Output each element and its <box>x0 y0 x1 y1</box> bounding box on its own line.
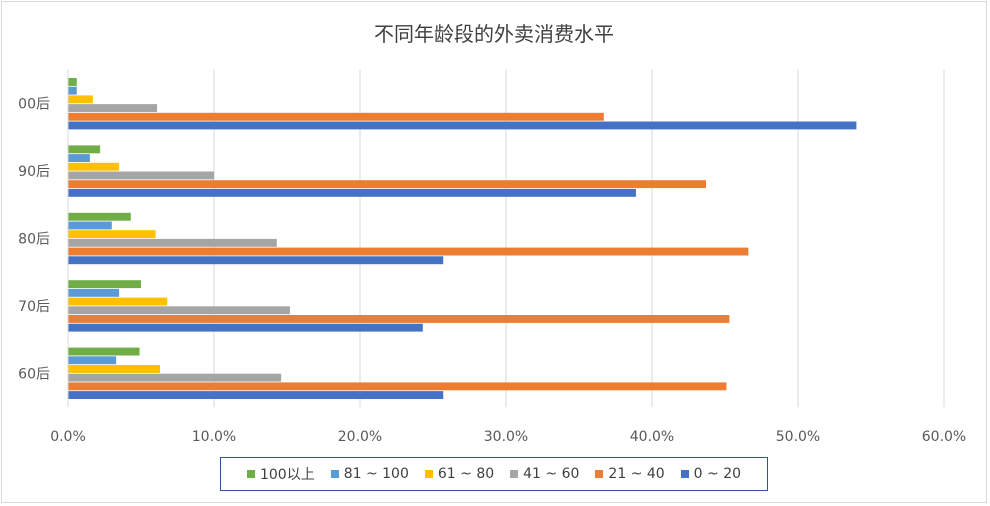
legend-label: 0 ~ 20 <box>693 466 742 482</box>
bar <box>68 382 727 391</box>
bar <box>68 247 749 256</box>
legend-label: 41 ~ 60 <box>523 466 580 482</box>
bar <box>68 162 120 171</box>
legend-item: 21 ~ 40 <box>595 466 665 482</box>
bar <box>68 347 140 356</box>
x-tick-label: 30.0% <box>484 429 528 445</box>
legend-item: 41 ~ 60 <box>510 466 579 482</box>
y-tick-label: 00后 <box>18 97 50 113</box>
bar <box>68 112 604 121</box>
chart-title: 不同年龄段的外卖消费水平 <box>374 22 614 46</box>
bar <box>68 238 277 247</box>
bar <box>68 306 290 315</box>
legend-swatch <box>510 470 519 478</box>
legend-label: 61 ~ 80 <box>437 466 495 482</box>
y-tick-label: 90后 <box>18 164 50 180</box>
bar <box>68 171 214 180</box>
bar <box>68 180 707 189</box>
bar <box>68 297 168 306</box>
legend-swatch <box>424 470 433 478</box>
bar <box>68 86 77 95</box>
bar <box>68 356 117 365</box>
legend-label: 81 ~ 100 <box>343 466 409 482</box>
bar <box>68 315 730 323</box>
y-tick-label: 80后 <box>18 232 50 248</box>
legend-item: 61 ~ 80 <box>424 466 495 482</box>
x-tick-label: 20.0% <box>338 429 382 445</box>
legend-swatch <box>330 470 339 478</box>
bar <box>68 95 93 104</box>
x-tick-label: 0.0% <box>50 429 86 445</box>
legend-item: 81 ~ 100 <box>330 466 409 482</box>
bar <box>68 256 444 265</box>
y-tick-label: 70后 <box>18 299 50 315</box>
bar <box>68 78 77 86</box>
bar <box>68 104 158 112</box>
x-tick-label: 40.0% <box>630 429 674 445</box>
legend-item: 100以上 <box>246 464 315 484</box>
legend-swatch <box>246 470 255 478</box>
bar <box>68 373 282 382</box>
legend-label: 21 ~ 40 <box>608 466 665 482</box>
bar <box>68 365 160 373</box>
bar <box>68 221 112 230</box>
bar <box>68 212 131 221</box>
bar <box>68 230 156 239</box>
bar <box>68 121 857 130</box>
x-tick-label: 60.0% <box>922 429 966 445</box>
x-tick-label: 10.0% <box>192 429 236 445</box>
bar <box>68 288 120 297</box>
legend: 100以上 81 ~ 100 61 ~ 80 41 ~ 60 21 ~ 40 0 ~ 20 <box>220 457 768 491</box>
bar <box>68 154 90 162</box>
legend-swatch <box>680 470 689 478</box>
bar <box>68 145 101 154</box>
bar <box>68 280 141 289</box>
bar <box>68 391 444 399</box>
legend-item: 0 ~ 20 <box>680 466 742 482</box>
bar <box>68 323 423 332</box>
legend-label: 100以上 <box>259 467 315 483</box>
legend-swatch <box>595 470 604 478</box>
bar <box>68 188 636 197</box>
y-tick-label: 60后 <box>18 366 50 382</box>
x-tick-label: 50.0% <box>776 429 820 445</box>
